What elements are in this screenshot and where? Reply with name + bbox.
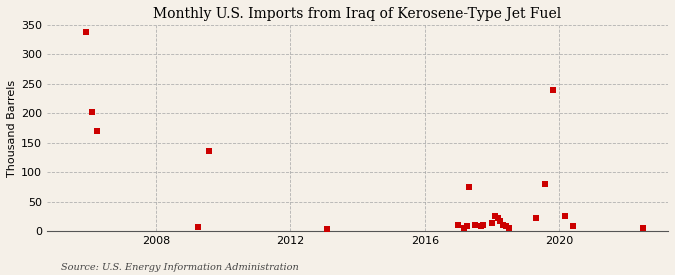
Point <box>461 224 472 229</box>
Point <box>487 221 497 225</box>
Point <box>548 87 559 92</box>
Point <box>81 30 92 34</box>
Point <box>193 225 204 229</box>
Point <box>458 226 469 230</box>
Point <box>637 226 648 230</box>
Point <box>478 223 489 227</box>
Point <box>492 216 503 221</box>
Point <box>539 182 550 186</box>
Point <box>495 218 506 223</box>
Text: Source: U.S. Energy Information Administration: Source: U.S. Energy Information Administ… <box>61 263 298 272</box>
Point <box>453 223 464 227</box>
Point <box>504 226 514 230</box>
Point <box>470 222 481 227</box>
Point <box>531 216 542 221</box>
Point <box>92 129 103 133</box>
Point <box>86 109 97 114</box>
Point <box>204 149 215 153</box>
Point <box>464 185 475 189</box>
Title: Monthly U.S. Imports from Iraq of Kerosene-Type Jet Fuel: Monthly U.S. Imports from Iraq of Kerose… <box>153 7 562 21</box>
Point <box>475 224 486 228</box>
Point <box>489 214 500 219</box>
Point <box>568 224 578 229</box>
Y-axis label: Thousand Barrels: Thousand Barrels <box>7 79 17 177</box>
Point <box>321 227 332 231</box>
Point <box>497 223 508 227</box>
Point <box>501 224 512 229</box>
Point <box>560 214 570 219</box>
